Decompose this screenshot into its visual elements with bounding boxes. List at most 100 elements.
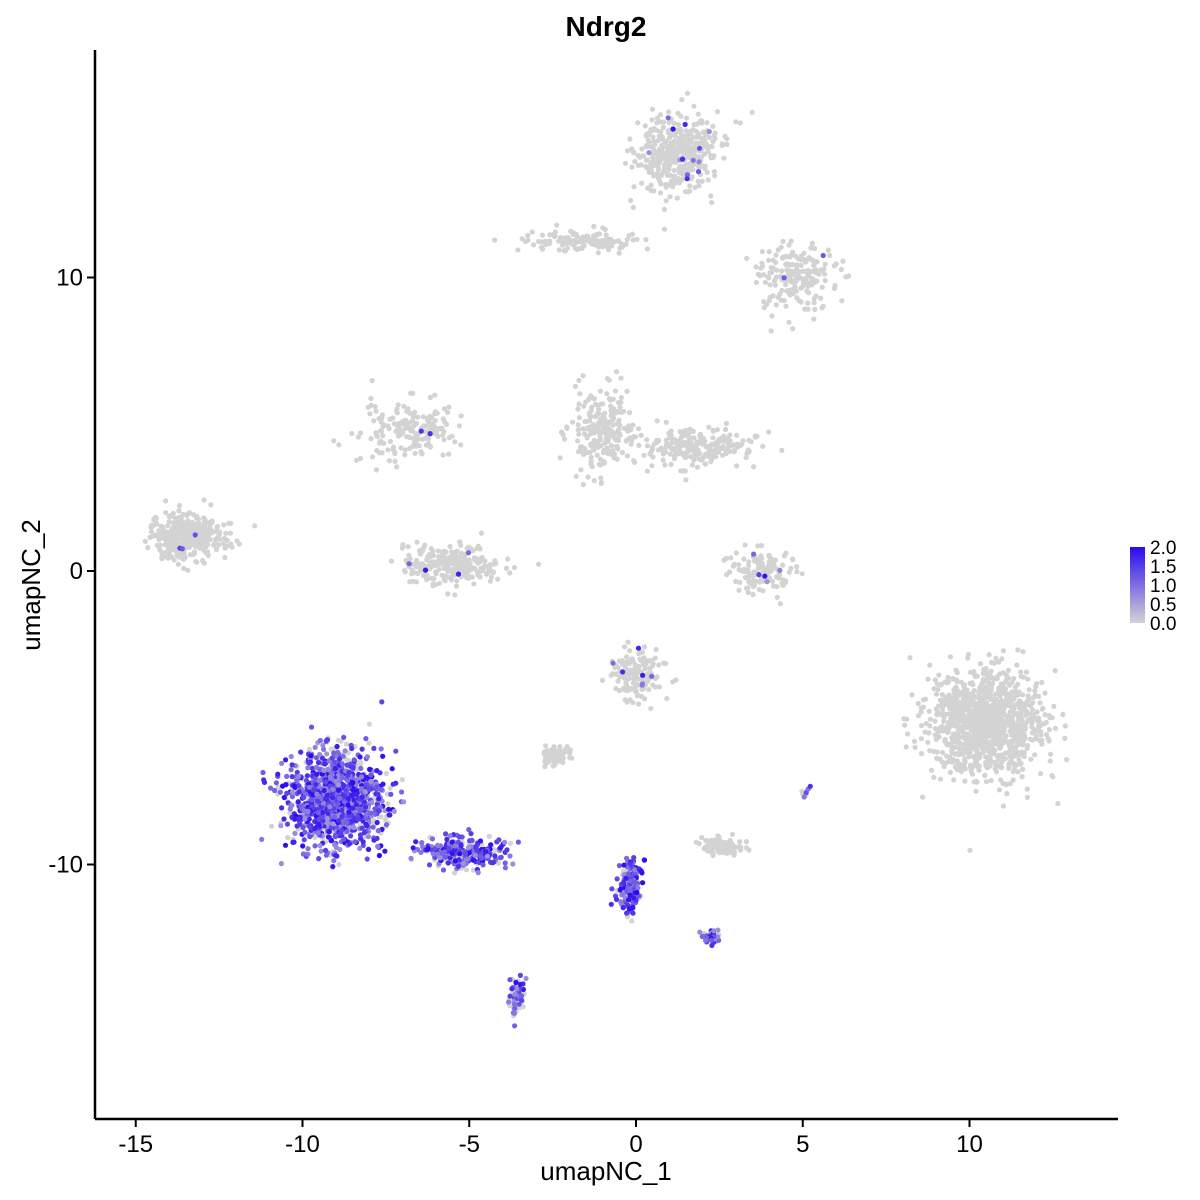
cell-point [410, 390, 416, 396]
cell-point [352, 839, 358, 845]
cell-point [561, 436, 568, 442]
cell-point [324, 751, 330, 757]
cell-point [598, 479, 605, 485]
cell-point [365, 834, 372, 840]
cell-point [683, 477, 689, 483]
cell-point [427, 431, 433, 437]
cell-point [780, 238, 786, 244]
cell-point [444, 555, 450, 561]
cell-point [224, 537, 230, 544]
cell-point [181, 565, 187, 572]
cell-point [663, 138, 669, 144]
cell-point [773, 302, 779, 308]
cell-point [576, 431, 582, 437]
cell-point [342, 793, 348, 799]
cell-point [470, 867, 476, 873]
cell-point [667, 194, 673, 200]
cell-point [578, 467, 584, 473]
cell-point [205, 520, 212, 526]
cell-point [314, 764, 320, 771]
cell-point [1038, 732, 1044, 738]
cell-point [1015, 769, 1021, 775]
cell-point [1032, 752, 1038, 758]
cell-point [633, 688, 639, 695]
cell-point [314, 771, 320, 777]
cell-point [1046, 738, 1052, 744]
cell-point [315, 830, 321, 836]
cell-point [186, 526, 192, 532]
cell-point [618, 395, 625, 401]
cell-point [970, 682, 976, 688]
cell-point [931, 774, 937, 781]
cell-point [608, 403, 614, 409]
cell-point [380, 433, 386, 439]
cell-point [576, 415, 583, 421]
cell-point [409, 567, 415, 573]
cell-point [949, 717, 955, 723]
cell-point [213, 546, 220, 553]
cell-point [721, 848, 728, 854]
cell-point [287, 806, 293, 812]
cell-point [758, 543, 765, 549]
cell-point [751, 558, 758, 564]
cell-point [408, 855, 414, 861]
cell-point [641, 452, 647, 458]
cell-point [991, 699, 997, 705]
cell-point [796, 298, 802, 304]
cell-point [644, 142, 650, 148]
cell-point [185, 567, 191, 573]
cell-point [185, 539, 192, 545]
cell-point [1025, 676, 1031, 682]
cell-point [1014, 737, 1020, 743]
cell-point [634, 236, 640, 242]
cell-point [710, 428, 716, 434]
cell-point [457, 539, 463, 545]
cell-point [621, 685, 627, 691]
cell-point [357, 808, 363, 814]
cell-point [937, 776, 944, 782]
cell-point [366, 787, 372, 793]
cell-point [463, 867, 470, 873]
cell-point [932, 732, 938, 738]
cell-point [351, 797, 357, 803]
cell-point [214, 524, 220, 530]
cell-point [174, 521, 180, 527]
cell-point [671, 456, 678, 462]
cell-point [1030, 700, 1036, 706]
cell-point [1000, 704, 1007, 710]
cell-point [614, 443, 620, 449]
cell-point [639, 146, 645, 152]
cell-point [803, 282, 809, 288]
cell-point [388, 558, 394, 564]
cell-point [582, 445, 588, 452]
cell-point [598, 416, 604, 422]
cell-point [929, 767, 935, 773]
cell-point [201, 535, 207, 541]
cell-point [446, 404, 452, 410]
cell-point [682, 468, 688, 474]
cell-point [602, 226, 608, 233]
cell-point [346, 841, 353, 847]
cell-point [393, 428, 399, 434]
cell-point [364, 754, 370, 760]
cell-point [713, 837, 719, 843]
cell-point [340, 753, 346, 759]
cell-point [952, 744, 958, 750]
cell-point [714, 427, 721, 433]
cell-point [357, 754, 363, 760]
cell-point [683, 428, 690, 434]
cell-point [595, 250, 601, 256]
cell-point [410, 845, 416, 851]
points-layer [142, 90, 1070, 1029]
cell-point [721, 434, 727, 440]
cell-point [712, 130, 718, 136]
cell-point [448, 577, 454, 583]
cell-point [803, 258, 810, 264]
cell-point [579, 245, 585, 252]
cell-point [1052, 668, 1058, 674]
cell-point [977, 685, 983, 691]
cell-point [949, 703, 955, 710]
cell-point [329, 794, 335, 801]
cell-point [983, 694, 989, 700]
cell-point [730, 843, 736, 850]
